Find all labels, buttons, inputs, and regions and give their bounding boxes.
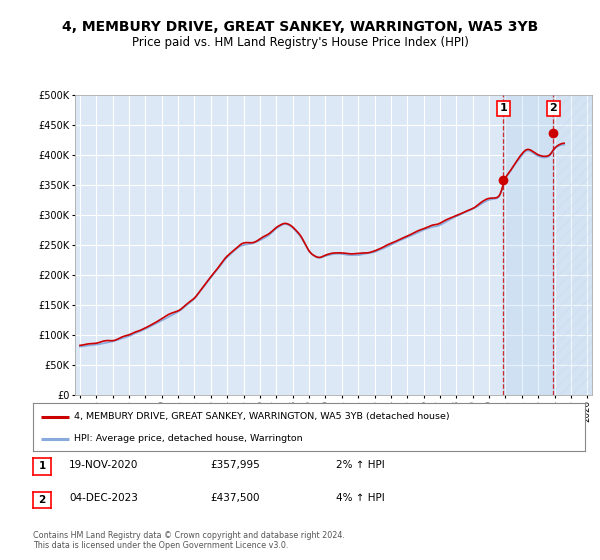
Text: 1: 1 [38,461,46,472]
Text: £437,500: £437,500 [210,493,260,503]
Text: £357,995: £357,995 [210,460,260,470]
Text: Price paid vs. HM Land Registry's House Price Index (HPI): Price paid vs. HM Land Registry's House … [131,36,469,49]
Bar [503,95,553,395]
Text: HPI: Average price, detached house, Warrington: HPI: Average price, detached house, Warr… [74,435,303,444]
Text: 4% ↑ HPI: 4% ↑ HPI [336,493,385,503]
Text: 2: 2 [38,495,46,505]
Text: 04-DEC-2023: 04-DEC-2023 [69,493,138,503]
Text: Contains HM Land Registry data © Crown copyright and database right 2024.
This d: Contains HM Land Registry data © Crown c… [33,530,345,550]
Text: 4, MEMBURY DRIVE, GREAT SANKEY, WARRINGTON, WA5 3YB (detached house): 4, MEMBURY DRIVE, GREAT SANKEY, WARRINGT… [74,412,450,421]
Text: 4, MEMBURY DRIVE, GREAT SANKEY, WARRINGTON, WA5 3YB: 4, MEMBURY DRIVE, GREAT SANKEY, WARRINGT… [62,20,538,34]
Text: 1: 1 [500,104,508,113]
Text: 2: 2 [550,104,557,113]
Text: 19-NOV-2020: 19-NOV-2020 [69,460,139,470]
Text: 2% ↑ HPI: 2% ↑ HPI [336,460,385,470]
Bar [553,95,592,395]
